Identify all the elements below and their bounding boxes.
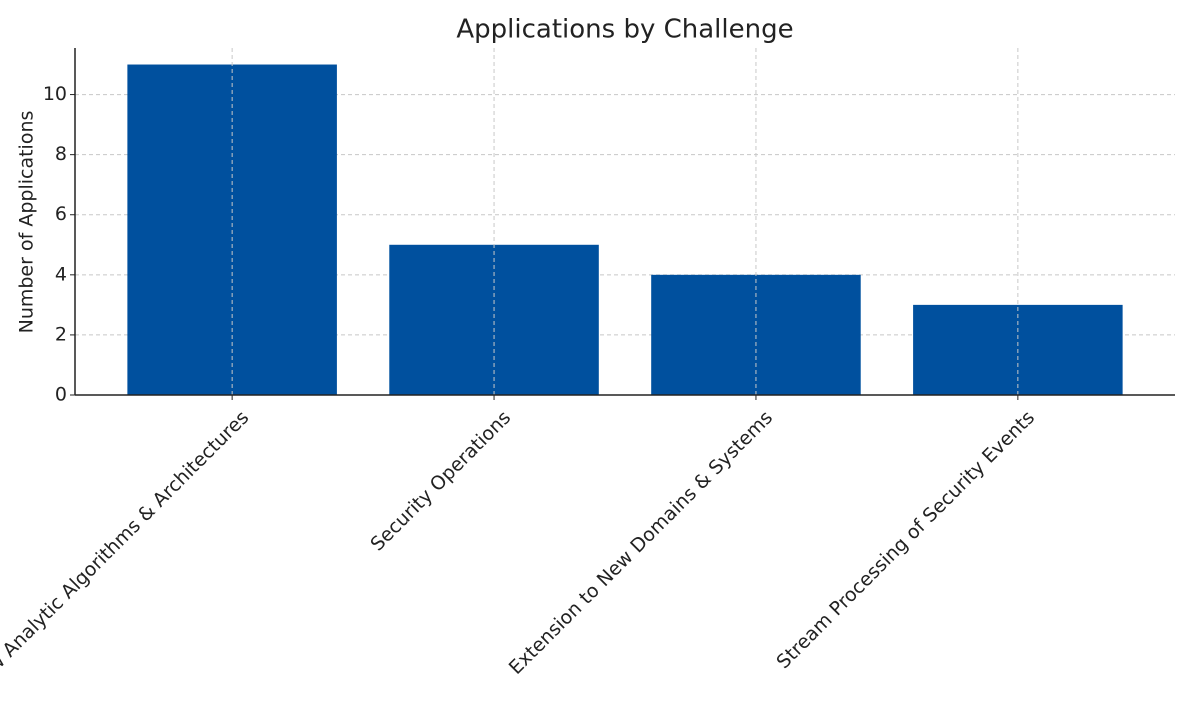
y-axis-label: Number of Applications bbox=[16, 111, 38, 334]
x-tick-label: Stream Processing of Security Events bbox=[772, 407, 1039, 674]
y-tick-label: 8 bbox=[55, 143, 67, 165]
y-tick-label: 10 bbox=[43, 83, 67, 105]
y-tick-label: 2 bbox=[55, 323, 67, 345]
x-tick-label: New Analytic Algorithms & Architectures bbox=[0, 407, 253, 695]
y-tick-label: 6 bbox=[55, 203, 67, 225]
chart-title: Applications by Challenge bbox=[456, 15, 793, 45]
bar bbox=[651, 274, 861, 395]
x-tick-label: Extension to New Domains & Systems bbox=[505, 407, 777, 679]
y-tick-label: 4 bbox=[55, 263, 67, 285]
x-tick-label: Security Operations bbox=[366, 407, 515, 556]
y-tick-label: 0 bbox=[55, 384, 67, 406]
bar bbox=[389, 244, 599, 395]
